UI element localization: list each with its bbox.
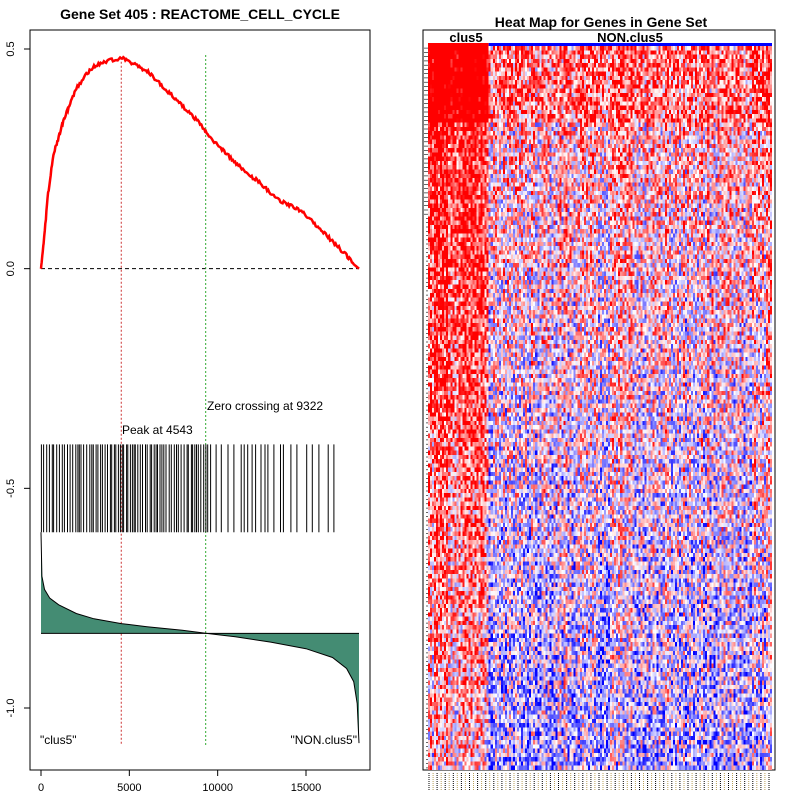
heatmap-cells bbox=[428, 46, 772, 770]
left-class-label: "clus5" bbox=[40, 733, 77, 747]
group-bar-clus5 bbox=[428, 43, 489, 46]
plot-frame bbox=[29, 29, 371, 771]
zero-crossing-label: Zero crossing at 9322 bbox=[207, 399, 323, 413]
peak-label: Peak at 4543 bbox=[122, 423, 193, 437]
gene-hit-ticks bbox=[40, 444, 335, 533]
x-tick-label: 10000 bbox=[202, 782, 233, 794]
x-tick-label: 0 bbox=[38, 782, 44, 794]
group-label-non-clus5: NON.clus5 bbox=[597, 30, 663, 45]
y-tick-label: 0.5 bbox=[5, 41, 17, 56]
group-bar-non-clus5 bbox=[488, 43, 772, 46]
es-curve bbox=[39, 55, 360, 270]
rank-metric-layer bbox=[40, 532, 360, 744]
heatmap-column-labels bbox=[428, 773, 770, 790]
heatmap-frame bbox=[422, 29, 776, 771]
heatmap-image bbox=[428, 46, 772, 770]
group-color-bar bbox=[428, 43, 772, 46]
x-tick-label: 5000 bbox=[117, 782, 141, 794]
heatmap-panel: Heat Map for Genes in Gene Set clus5 NON… bbox=[422, 14, 776, 790]
y-tick-label: -1.0 bbox=[5, 699, 17, 718]
right-class-label: "NON.clus5" bbox=[290, 733, 357, 747]
enrichment-plot-title: Gene Set 405 : REACTOME_CELL_CYCLE bbox=[60, 6, 340, 22]
rank-metric-line bbox=[40, 532, 360, 744]
heatmap-title: Heat Map for Genes in Gene Set bbox=[495, 14, 708, 30]
heatmap-row-ticks bbox=[424, 47, 428, 769]
enrichment-plot: Gene Set 405 : REACTOME_CELL_CYCLE 0 5000… bbox=[5, 6, 371, 794]
group-label-clus5: clus5 bbox=[449, 30, 482, 45]
x-tick-label: 15000 bbox=[291, 782, 322, 794]
axes-layer: 0 5000 10000 15000 0.5 0.0 -0.5 -1.0 bbox=[5, 41, 321, 794]
y-tick-label: 0.0 bbox=[5, 261, 17, 276]
y-tick-label: -0.5 bbox=[5, 479, 17, 498]
rank-metric-area bbox=[41, 532, 359, 744]
